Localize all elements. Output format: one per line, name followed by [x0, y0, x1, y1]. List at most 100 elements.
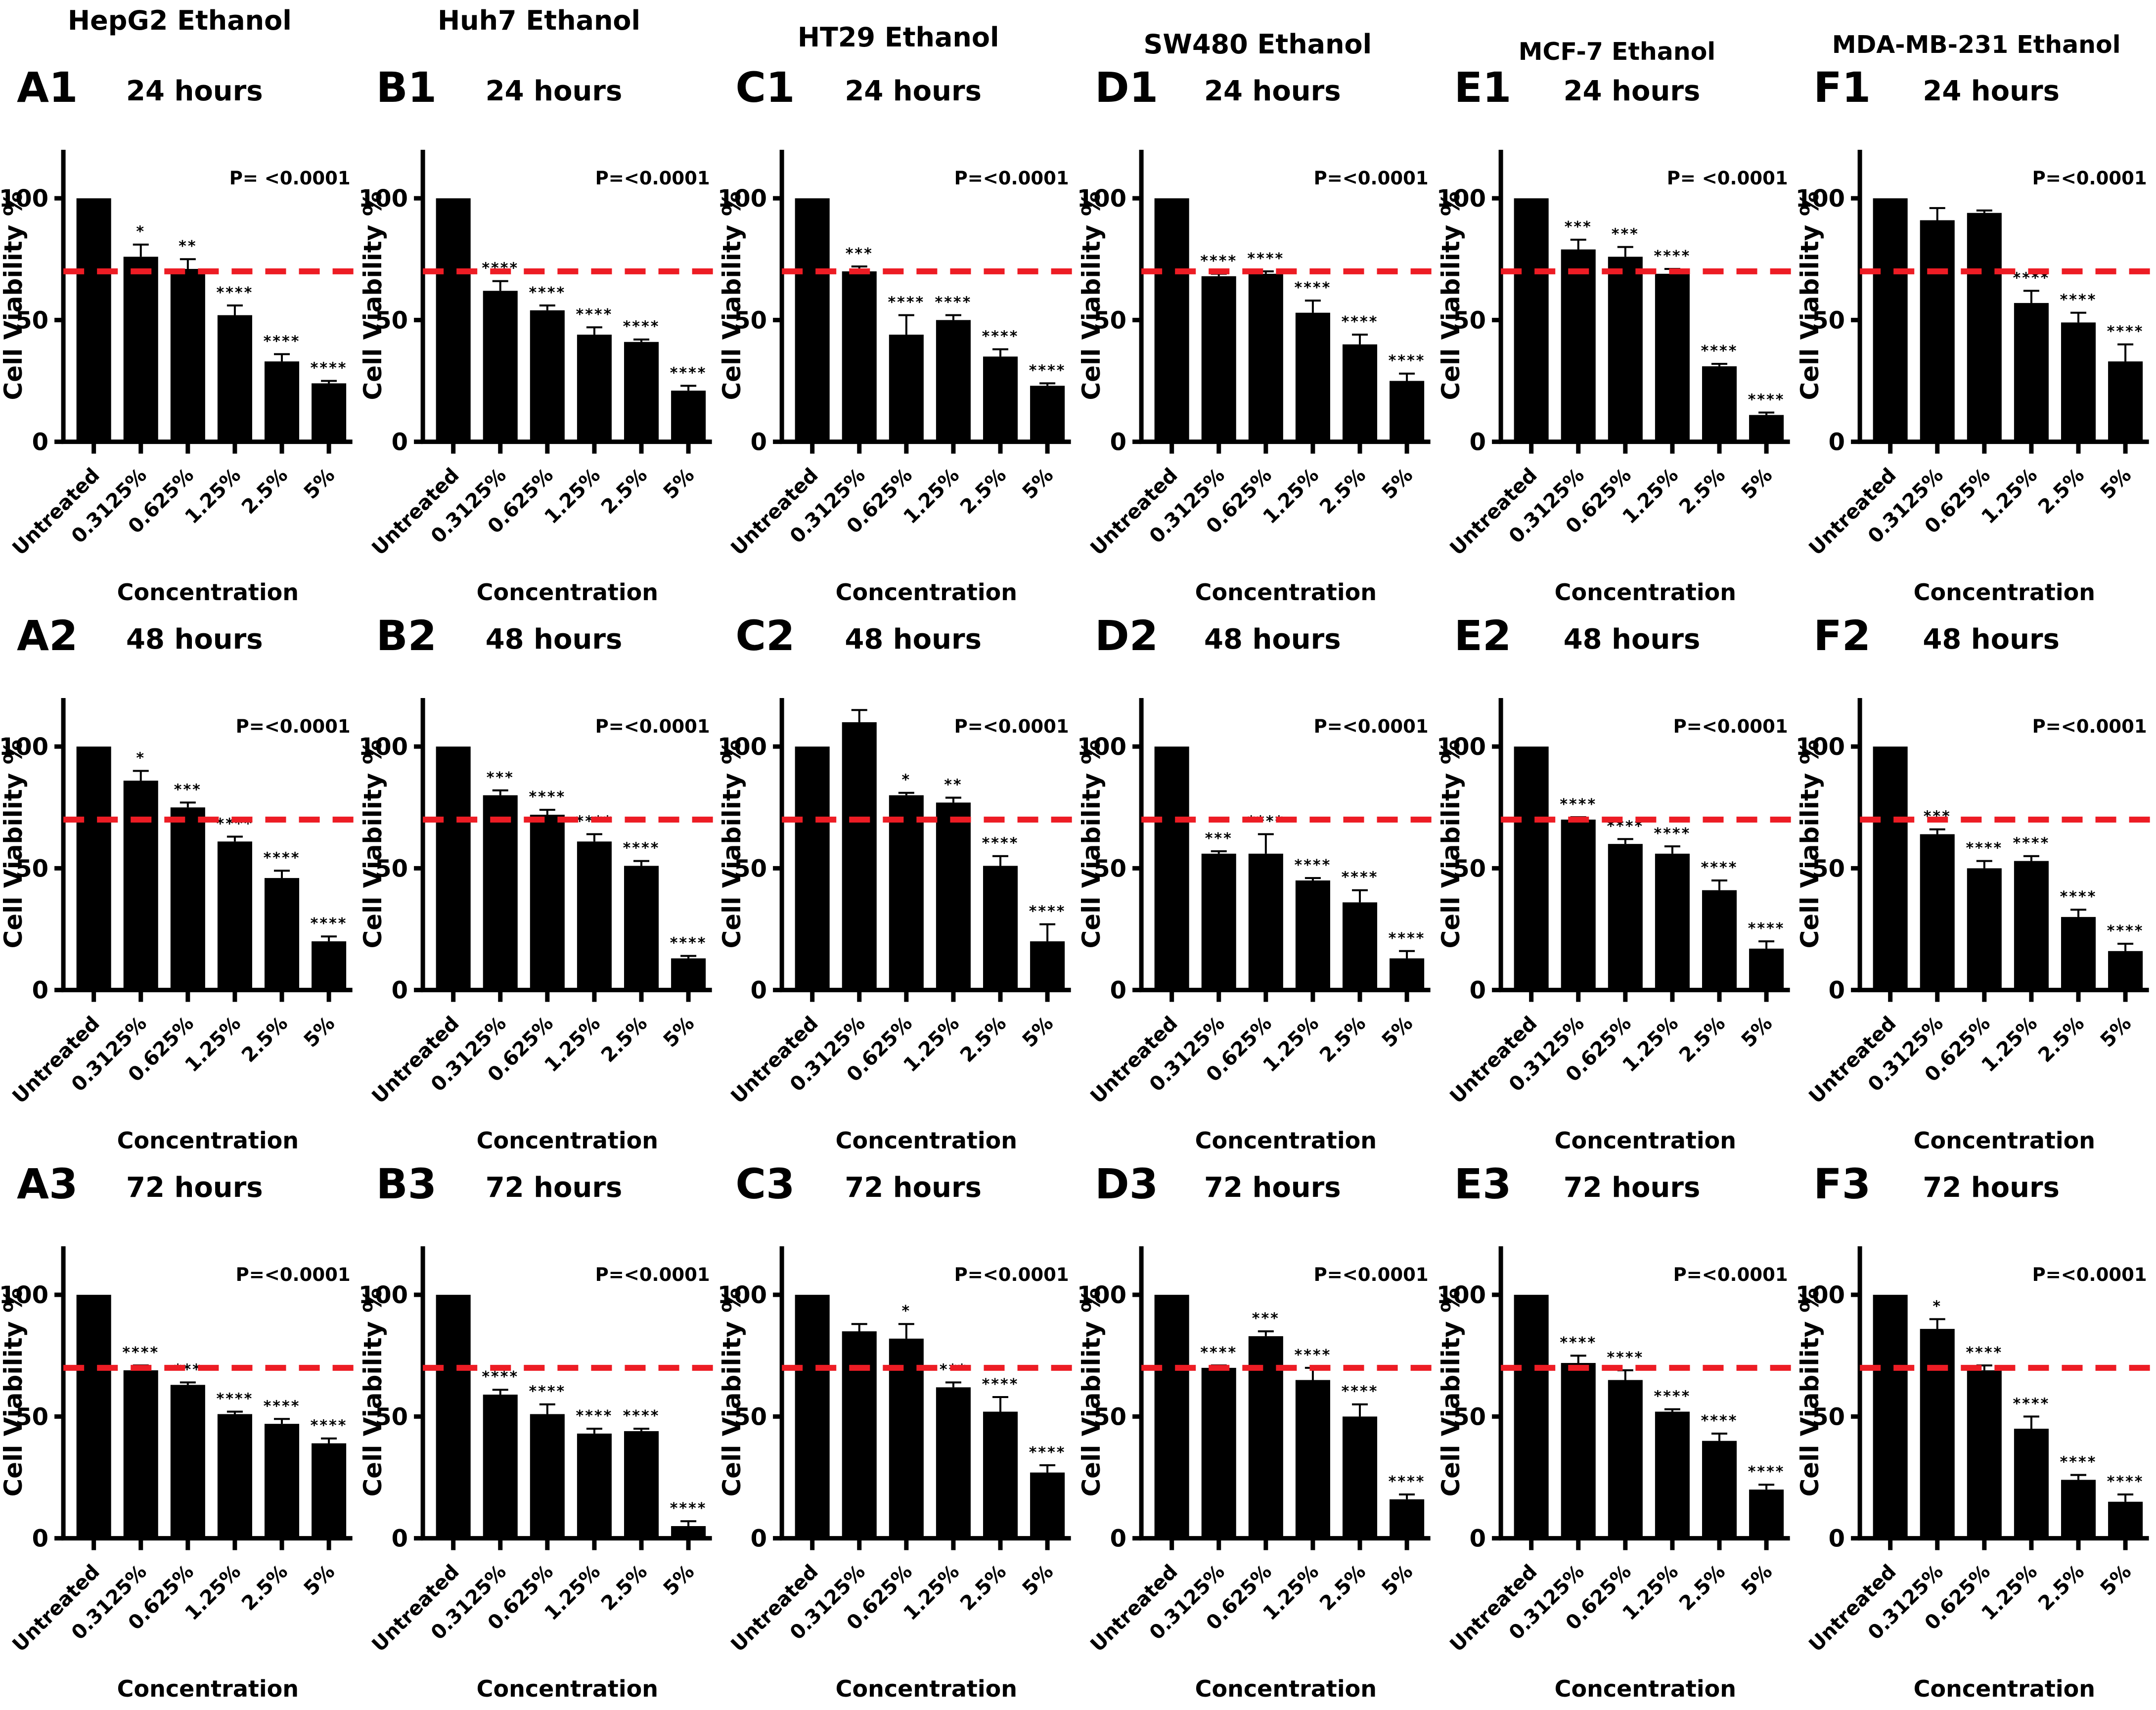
- bar: [1030, 386, 1065, 442]
- x-tick-label: 5%: [659, 1012, 699, 1052]
- chart-A2: 050100Untreated*0.3125%***0.625%****1.25…: [0, 698, 358, 1154]
- p-value-label: P= <0.0001: [229, 168, 351, 189]
- x-tick-label: 2.5%: [1675, 464, 1730, 519]
- panel-letter: F3: [1813, 1159, 1871, 1208]
- x-tick-label: 2.5%: [1315, 1012, 1370, 1067]
- y-tick-label: 100: [359, 185, 408, 213]
- bar-group: **** 5%: [1018, 903, 1065, 1052]
- panel-header: D1 24 hours: [1078, 66, 1437, 119]
- panel-header: D2 48 hours: [1078, 614, 1437, 667]
- y-axis-label: Cell Viability %: [0, 191, 28, 400]
- bar: [1201, 1367, 1236, 1538]
- panel-header: C3 72 hours: [719, 1162, 1078, 1216]
- bar: [1248, 273, 1283, 442]
- significance-stars: ****: [670, 935, 707, 952]
- x-tick-label: 5%: [1018, 464, 1058, 504]
- panel-letter: E1: [1454, 63, 1512, 112]
- bar-group: ****1.25%: [1618, 825, 1690, 1077]
- x-axis-label: Concentration: [836, 579, 1017, 606]
- x-axis-label: Concentration: [117, 1127, 299, 1154]
- panel-letter: D3: [1095, 1159, 1159, 1208]
- bar: [795, 1294, 830, 1538]
- bar: [1561, 249, 1596, 442]
- x-tick-label: 2.5%: [237, 1012, 292, 1067]
- significance-stars: *: [902, 1303, 911, 1320]
- y-tick-label: 100: [0, 185, 48, 213]
- y-tick-label: 100: [1797, 185, 1845, 213]
- significance-stars: ****: [2060, 888, 2097, 906]
- x-axis-label: Concentration: [476, 1675, 658, 1702]
- significance-stars: ****: [1295, 857, 1332, 874]
- x-tick-label: 5%: [1737, 1012, 1777, 1052]
- x-tick-label: 5%: [1018, 1560, 1058, 1600]
- panel-A2: A2 48 hours 0 50 100 Untreated * 0.3125% *** 0.…: [0, 614, 359, 1162]
- bar: [312, 383, 347, 442]
- y-axis-label: Cell Viability %: [1437, 1288, 1465, 1496]
- bar: [983, 866, 1018, 990]
- bar: [889, 1338, 924, 1538]
- y-tick-label: 50: [1812, 307, 1845, 334]
- bar-group: **** 5%: [659, 364, 706, 504]
- panel-C3: C3 72 hours 0 50 100 Untreated 0.3125% * 0.625…: [719, 1162, 1078, 1710]
- y-tick-label: 0: [1110, 977, 1126, 1005]
- bar-group: **** 5%: [300, 1417, 347, 1600]
- significance-stars: ****: [122, 1344, 159, 1361]
- panel-subtitle: 48 hours: [485, 623, 623, 656]
- bar: [76, 746, 111, 990]
- bar: [1295, 880, 1330, 990]
- y-tick-label: 50: [1093, 855, 1126, 882]
- y-tick-label: 50: [375, 855, 408, 882]
- x-tick-label: 5%: [2096, 1560, 2136, 1600]
- chart-B1: 050100Untreated****0.3125%****0.625%****…: [359, 150, 717, 606]
- bar: [1390, 381, 1425, 442]
- significance-stars: *: [902, 772, 911, 789]
- panel-subtitle: 72 hours: [845, 1171, 982, 1204]
- bar: [2108, 361, 2143, 442]
- significance-stars: ****: [1701, 343, 1738, 360]
- bar: [264, 877, 300, 990]
- significance-stars: ****: [1748, 920, 1785, 937]
- bar: [671, 391, 706, 442]
- bar-group: **** 5%: [300, 359, 347, 504]
- x-axis-label: Concentration: [117, 1675, 299, 1702]
- column-title: MCF-7 Ethanol: [1518, 38, 1716, 66]
- bar: [983, 356, 1018, 442]
- bar: [1514, 198, 1549, 442]
- y-tick-label: 0: [1829, 1525, 1845, 1552]
- panel-subtitle: 24 hours: [845, 75, 982, 107]
- bar: [1514, 1294, 1549, 1538]
- panel-letter: E3: [1454, 1159, 1512, 1208]
- significance-stars: ****: [264, 1398, 301, 1415]
- p-value-label: P=<0.0001: [1673, 1264, 1788, 1285]
- y-axis-label: Cell Viability %: [359, 191, 387, 400]
- x-tick-label: 2.5%: [237, 464, 292, 519]
- bar: [1608, 257, 1643, 442]
- bar: [1749, 1489, 1784, 1538]
- x-tick-label: 5%: [1018, 1012, 1058, 1052]
- bar-group: **** 5%: [2096, 922, 2143, 1052]
- y-tick-label: 0: [1469, 1525, 1485, 1552]
- bar: [483, 291, 518, 442]
- y-tick-label: 100: [1437, 185, 1486, 213]
- p-value-label: P= <0.0001: [1666, 168, 1788, 189]
- panel-header: A2 48 hours: [0, 614, 359, 667]
- y-tick-label: 50: [375, 307, 408, 334]
- panel-B3: B3 72 hours 0 50 100 Untreated **** 0.3125% **…: [359, 1162, 719, 1710]
- y-tick-label: 0: [32, 977, 48, 1005]
- bar-group: **** 5%: [300, 915, 347, 1052]
- y-tick-label: 100: [359, 733, 408, 761]
- bar: [1154, 198, 1189, 442]
- bar: [1920, 834, 1955, 990]
- significance-stars: ****: [2107, 1473, 2144, 1491]
- panel-header: F1 24 hours: [1797, 66, 2156, 119]
- panel-chart: 0 50 100 Untreated * 0.3125% *** 0.625% **** 1.25…: [0, 667, 359, 1162]
- p-value-label: P=<0.0001: [1673, 716, 1788, 737]
- bar: [842, 271, 877, 442]
- panel-header: E3 72 hours: [1437, 1162, 1797, 1216]
- x-axis-label: Concentration: [1195, 579, 1377, 606]
- bar: [530, 310, 565, 442]
- significance-stars: ****: [217, 284, 254, 302]
- panel-F1: F1 24 hours 0 50 100 Untreated 0.3125% 0.625%…: [1797, 66, 2156, 614]
- y-axis-label: Cell Viability %: [719, 191, 746, 400]
- y-tick-label: 50: [375, 1403, 408, 1431]
